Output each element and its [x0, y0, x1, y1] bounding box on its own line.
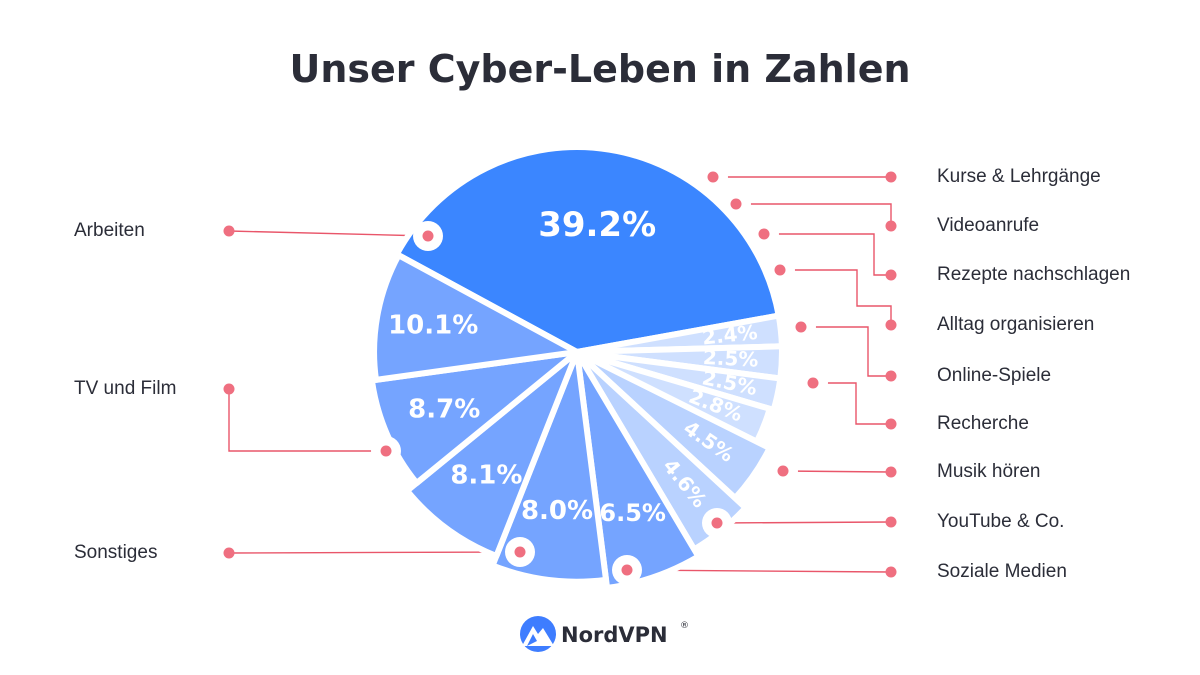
leader-end-dot: [223, 383, 235, 395]
leader-line: [228, 230, 429, 237]
leader-end-dot: [885, 418, 897, 430]
leader-line: [228, 389, 386, 452]
leader-end-dot: [885, 370, 897, 382]
slice-value-label: 39.2%: [538, 205, 656, 245]
leader-end-dot: [885, 269, 897, 281]
leader-dot: [807, 377, 819, 389]
leader-line: [716, 521, 892, 524]
brand-name: NordVPN: [561, 623, 668, 647]
pie-slices: 39.2%2.4%2.5%2.5%2.8%4.5%4.6%6.5%8.0%8.1…: [368, 144, 785, 591]
slice-value-label: 8.0%: [521, 496, 593, 526]
slice-value-label: 8.1%: [450, 461, 522, 491]
category-label: Videoanrufe: [937, 215, 1039, 236]
leader-line: [813, 382, 891, 425]
pie-slice-11: [368, 349, 580, 486]
leader-dot: [711, 517, 723, 529]
category-label: Online-Spiele: [937, 365, 1051, 386]
leader-dot: [774, 264, 786, 276]
category-label: TV und Film: [74, 378, 176, 399]
brand-logo: NordVPN ®: [520, 616, 689, 652]
pie-slice-9: [489, 349, 609, 585]
leader-dot: [422, 230, 434, 242]
leader-dot: [777, 465, 789, 477]
leader-end-dot: [885, 516, 897, 528]
leader-line: [764, 233, 891, 276]
nordvpn-mountain-logo-icon: [520, 616, 556, 652]
category-label: Kurse & Lehrgänge: [937, 166, 1101, 187]
leader-line: [736, 203, 892, 226]
leader-line: [228, 551, 521, 554]
category-label: Alltag organisieren: [937, 314, 1094, 335]
leader-dot: [795, 321, 807, 333]
leader-end-dot: [885, 319, 897, 331]
category-label: Soziale Medien: [937, 561, 1067, 582]
category-label: Arbeiten: [74, 220, 145, 241]
leader-end-dot: [885, 466, 897, 478]
slice-value-label: 10.1%: [388, 310, 478, 340]
leader-dot: [514, 546, 526, 558]
leader-line: [782, 470, 892, 473]
leader-dot: [707, 171, 719, 183]
pie-slice-12: [371, 252, 580, 383]
leader-end-dot: [223, 225, 235, 237]
chart-title: Unser Cyber-Leben in Zahlen: [289, 47, 910, 91]
category-label: Recherche: [937, 413, 1029, 434]
category-label: YouTube & Co.: [937, 511, 1064, 532]
slice-value-label: 6.5%: [599, 499, 666, 527]
slice-value-label: 8.7%: [408, 395, 480, 425]
leader-end-dot: [885, 220, 897, 232]
pie-slice-10: [404, 349, 580, 559]
category-labels: Arbeiten Kurse & Lehrgänge Videoanrufe Reze…: [74, 162, 1130, 585]
leader-end-dot: [885, 171, 897, 183]
pie-slice-8: [574, 349, 702, 591]
leader-lines: [228, 176, 892, 573]
leader-end-dot: [223, 547, 235, 559]
leader-line: [801, 326, 891, 377]
leader-dot: [380, 445, 392, 457]
category-label: Musik hören: [937, 461, 1041, 482]
leader-dot: [621, 564, 633, 576]
leader-dot: [730, 198, 742, 210]
category-label: Rezepte nachschlagen: [937, 264, 1130, 285]
category-label: Sonstiges: [74, 542, 157, 563]
leader-dot: [758, 228, 770, 240]
pie-slice-1: [393, 144, 782, 355]
brand-trademark: ®: [680, 621, 689, 631]
leader-line: [780, 269, 892, 325]
leader-end-dot: [885, 566, 897, 578]
